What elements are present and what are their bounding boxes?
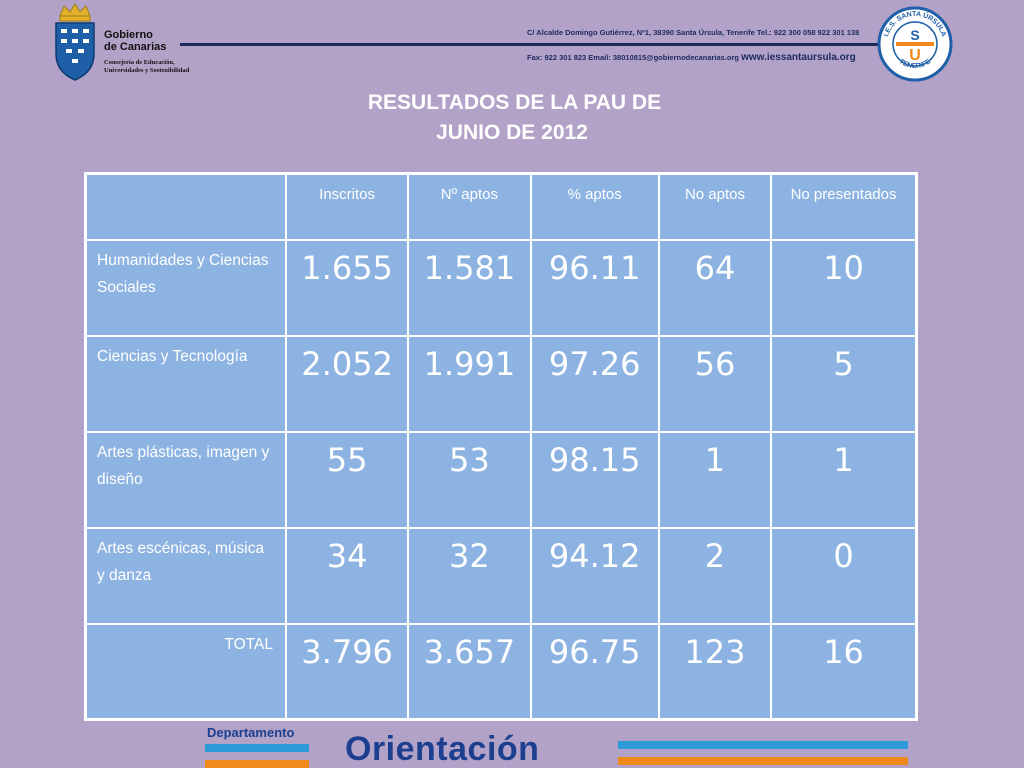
row-label: Artes plásticas, imagen y diseño bbox=[84, 430, 287, 529]
table-row-total: TOTAL 3.796 3.657 96.75 123 16 bbox=[84, 622, 918, 721]
cell-aptos: 3.657 bbox=[407, 622, 532, 721]
government-name-line2: de Canarias bbox=[104, 41, 167, 53]
cell-inscritos: 3.796 bbox=[284, 622, 410, 721]
government-department: Consejería de Educación, Universidades y… bbox=[104, 59, 189, 75]
footer-bar-blue-right bbox=[618, 741, 908, 749]
cell-no-aptos: 56 bbox=[657, 334, 773, 433]
cell-inscritos: 34 bbox=[284, 526, 410, 625]
row-label: Ciencias y Tecnología bbox=[84, 334, 287, 433]
orientation-label: Orientación bbox=[345, 730, 540, 768]
table-header-row: Inscritos Nº aptos % aptos No aptos No p… bbox=[84, 172, 918, 241]
page-title: RESULTADOS DE LA PAU DE JUNIO DE 2012 bbox=[0, 88, 1024, 148]
row-label-total: TOTAL bbox=[84, 622, 287, 721]
header-cell-pct-aptos: % aptos bbox=[529, 172, 660, 241]
cell-no-aptos: 64 bbox=[657, 238, 773, 337]
page-header: Gobierno de Canarias Consejería de Educa… bbox=[0, 0, 1024, 90]
footer-bar-orange-right bbox=[618, 757, 908, 765]
svg-text:U: U bbox=[909, 47, 921, 64]
cell-aptos: 53 bbox=[407, 430, 532, 529]
header-rule bbox=[180, 43, 880, 46]
cell-inscritos: 2.052 bbox=[284, 334, 410, 433]
table-row: Ciencias y Tecnología 2.052 1.991 97.26 … bbox=[84, 334, 918, 433]
header-cell-no-presentados: No presentados bbox=[770, 172, 918, 241]
cell-no-presentados: 5 bbox=[770, 334, 918, 433]
cell-inscritos: 55 bbox=[284, 430, 410, 529]
cell-aptos: 1.581 bbox=[407, 238, 532, 337]
cell-aptos: 32 bbox=[407, 526, 532, 625]
cell-pct-aptos: 94.12 bbox=[529, 526, 660, 625]
ies-santa-ursula-logo: I.E.S. SANTA ÚRSULA TENERIFE S U bbox=[877, 6, 953, 82]
header-cell-no-aptos: No aptos bbox=[657, 172, 773, 241]
header-cell-corner bbox=[84, 172, 287, 241]
cell-no-presentados: 1 bbox=[770, 430, 918, 529]
cell-inscritos: 1.655 bbox=[284, 238, 410, 337]
results-table: Inscritos Nº aptos % aptos No aptos No p… bbox=[84, 172, 918, 721]
cell-pct-aptos: 96.11 bbox=[529, 238, 660, 337]
cell-no-presentados: 10 bbox=[770, 238, 918, 337]
cell-pct-aptos: 98.15 bbox=[529, 430, 660, 529]
department-label: Departamento bbox=[207, 725, 295, 740]
page-title-line2: JUNIO DE 2012 bbox=[436, 121, 588, 144]
cell-no-aptos: 1 bbox=[657, 430, 773, 529]
row-label: Artes escénicas, música y danza bbox=[84, 526, 287, 625]
cell-no-presentados: 0 bbox=[770, 526, 918, 625]
svg-text:S: S bbox=[910, 27, 919, 43]
header-cell-inscritos: Inscritos bbox=[284, 172, 410, 241]
cell-aptos: 1.991 bbox=[407, 334, 532, 433]
government-department-line2: Universidades y Sostenibilidad bbox=[104, 67, 190, 74]
footer-bar-blue-left bbox=[205, 744, 309, 752]
page-title-line1: RESULTADOS DE LA PAU DE bbox=[367, 91, 662, 114]
row-label: Humanidades y Ciencias Sociales bbox=[84, 238, 287, 337]
header-cell-aptos: Nº aptos bbox=[407, 172, 532, 241]
cell-pct-aptos: 97.26 bbox=[529, 334, 660, 433]
cell-no-aptos: 2 bbox=[657, 526, 773, 625]
contact-fax-email: Fax: 922 301 823 Email: 38010815@gobiern… bbox=[527, 52, 856, 63]
government-department-line1: Consejería de Educación, bbox=[104, 59, 175, 66]
cell-pct-aptos: 96.75 bbox=[529, 622, 660, 721]
contact-fax-email-text: Fax: 922 301 823 Email: 38010815@gobiern… bbox=[527, 53, 740, 62]
gobierno-de-canarias-logo bbox=[55, 3, 95, 81]
footer-bar-orange-left bbox=[205, 760, 309, 768]
table-header: Inscritos Nº aptos % aptos No aptos No p… bbox=[84, 172, 918, 241]
table-row: Humanidades y Ciencias Sociales 1.655 1.… bbox=[84, 238, 918, 337]
table-body: Humanidades y Ciencias Sociales 1.655 1.… bbox=[84, 238, 918, 721]
government-name: Gobierno de Canarias bbox=[104, 29, 166, 53]
website-link[interactable]: www.iessantaursula.org bbox=[741, 52, 856, 63]
cell-no-aptos: 123 bbox=[657, 622, 773, 721]
table-row: Artes escénicas, música y danza 34 32 94… bbox=[84, 526, 918, 625]
table-row: Artes plásticas, imagen y diseño 55 53 9… bbox=[84, 430, 918, 529]
cell-no-presentados: 16 bbox=[770, 622, 918, 721]
government-name-line1: Gobierno bbox=[104, 29, 153, 41]
contact-address: C/ Alcalde Domingo Gutiérrez, Nº1, 38390… bbox=[527, 28, 860, 37]
